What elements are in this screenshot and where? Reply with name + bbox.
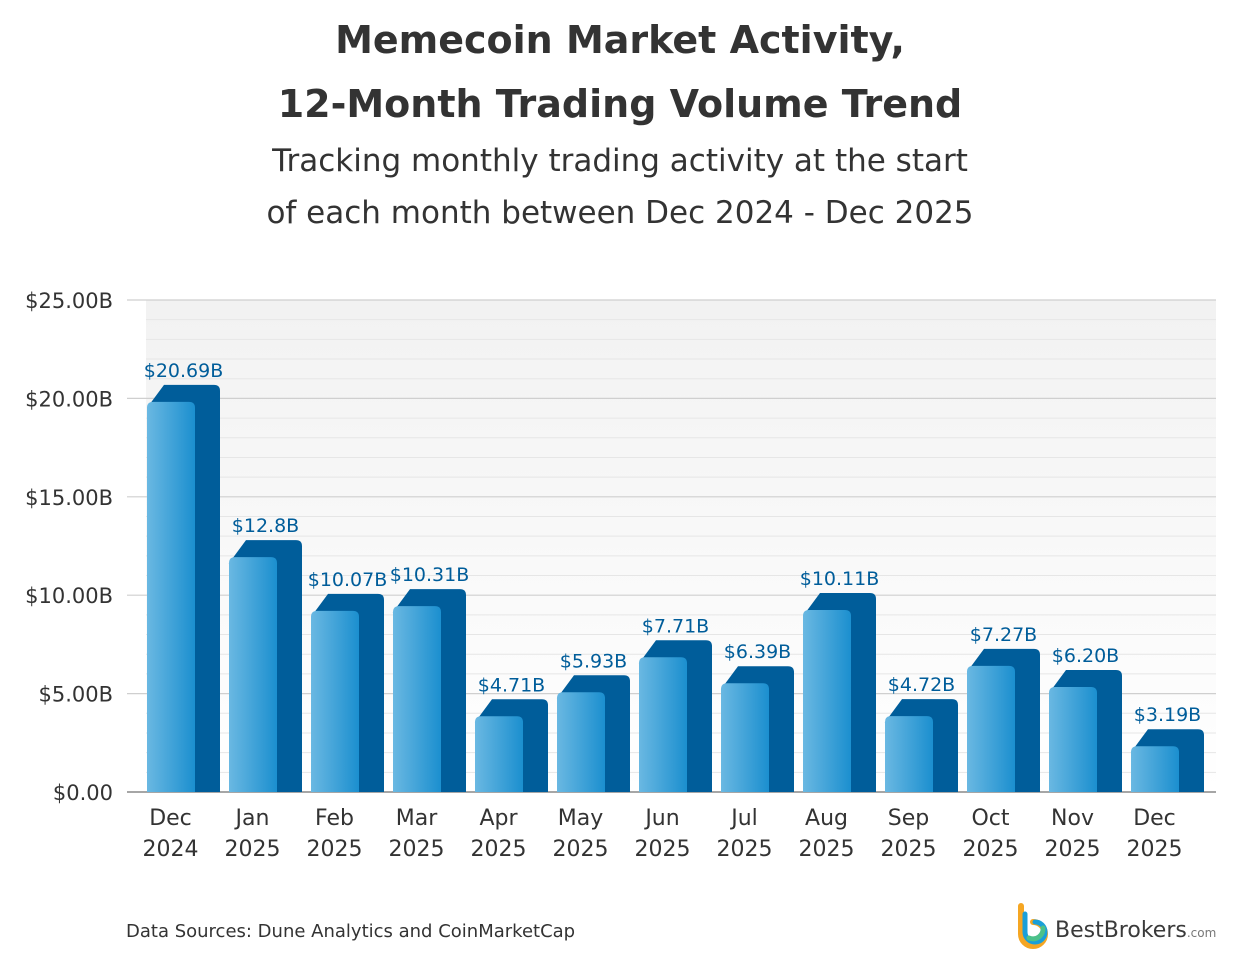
chart-subtitle-line-1: Tracking monthly trading activity at the…: [272, 143, 968, 179]
x-tick-label: 2025: [553, 837, 609, 862]
bar: [311, 610, 359, 792]
x-tick-label: 2025: [799, 837, 855, 862]
x-tick-label: 2025: [307, 837, 363, 862]
chart-subtitle-line-2: of each month between Dec 2024 - Dec 202…: [266, 195, 974, 231]
bar: [639, 657, 687, 792]
x-tick-label: 2025: [225, 837, 281, 862]
y-tick-label: $0.00: [53, 781, 113, 805]
bar: [1049, 686, 1097, 792]
x-tick-label: 2025: [389, 837, 445, 862]
data-label: $10.07B: [308, 569, 388, 591]
chart-title-line-1: Memecoin Market Activity,: [335, 18, 905, 62]
x-tick-label: Jun: [643, 806, 679, 831]
bar: [721, 683, 769, 792]
data-label: $4.71B: [478, 674, 545, 696]
data-label: $12.8B: [232, 515, 299, 537]
y-tick-label: $10.00B: [25, 584, 113, 608]
bar: [557, 692, 605, 792]
logo-name: BestBrokers: [1055, 918, 1187, 943]
data-label: $20.69B: [144, 360, 224, 382]
chart-title-line-2: 12-Month Trading Volume Trend: [277, 82, 963, 126]
bar: [803, 610, 851, 792]
x-tick-label: 2025: [471, 837, 527, 862]
bar: [147, 401, 195, 792]
y-tick-label: $15.00B: [25, 486, 113, 510]
y-tick-label: $20.00B: [25, 387, 113, 411]
x-tick-label: 2025: [717, 837, 773, 862]
bar: [885, 716, 933, 792]
x-tick-label: 2025: [635, 837, 691, 862]
data-label: $3.19B: [1134, 704, 1201, 726]
x-tick-label: Mar: [396, 806, 438, 831]
x-tick-label: Jan: [234, 806, 270, 831]
y-tick-label: $25.00B: [25, 289, 113, 313]
x-tick-label: Dec: [1133, 806, 1176, 831]
x-tick-label: 2024: [143, 837, 199, 862]
bar: [475, 716, 523, 792]
x-tick-label: 2025: [1127, 837, 1183, 862]
bestbrokers-logo-icon: [1018, 903, 1048, 949]
data-label: $7.71B: [642, 615, 709, 637]
data-label: $4.72B: [888, 674, 955, 696]
x-tick-label: Nov: [1051, 806, 1094, 831]
x-tick-label: Oct: [971, 806, 1009, 831]
x-tick-label: Jul: [729, 806, 758, 831]
bar: [393, 606, 441, 792]
x-tick-label: 2025: [1045, 837, 1101, 862]
data-label: $6.20B: [1052, 645, 1119, 667]
logo-suffix: .com: [1186, 926, 1217, 940]
data-label: $5.93B: [560, 650, 627, 672]
x-tick-label: 2025: [963, 837, 1019, 862]
x-tick-label: 2025: [881, 837, 937, 862]
data-label: $10.31B: [390, 564, 470, 586]
bar: [967, 665, 1015, 792]
x-tick-label: Dec: [149, 806, 192, 831]
x-tick-label: May: [558, 806, 603, 831]
x-tick-label: Apr: [479, 806, 518, 831]
data-label: $6.39B: [724, 641, 791, 663]
bar: [229, 557, 277, 792]
data-source-note: Data Sources: Dune Analytics and CoinMar…: [126, 921, 576, 942]
y-tick-label: $5.00B: [38, 683, 113, 707]
bestbrokers-logo: BestBrokers.com: [1015, 902, 1225, 950]
bar: [1131, 746, 1179, 792]
x-tick-label: Sep: [888, 806, 929, 831]
data-label: $10.11B: [800, 568, 880, 590]
data-label: $7.27B: [970, 624, 1037, 646]
x-tick-label: Feb: [315, 806, 354, 831]
x-tick-label: Aug: [805, 806, 848, 831]
